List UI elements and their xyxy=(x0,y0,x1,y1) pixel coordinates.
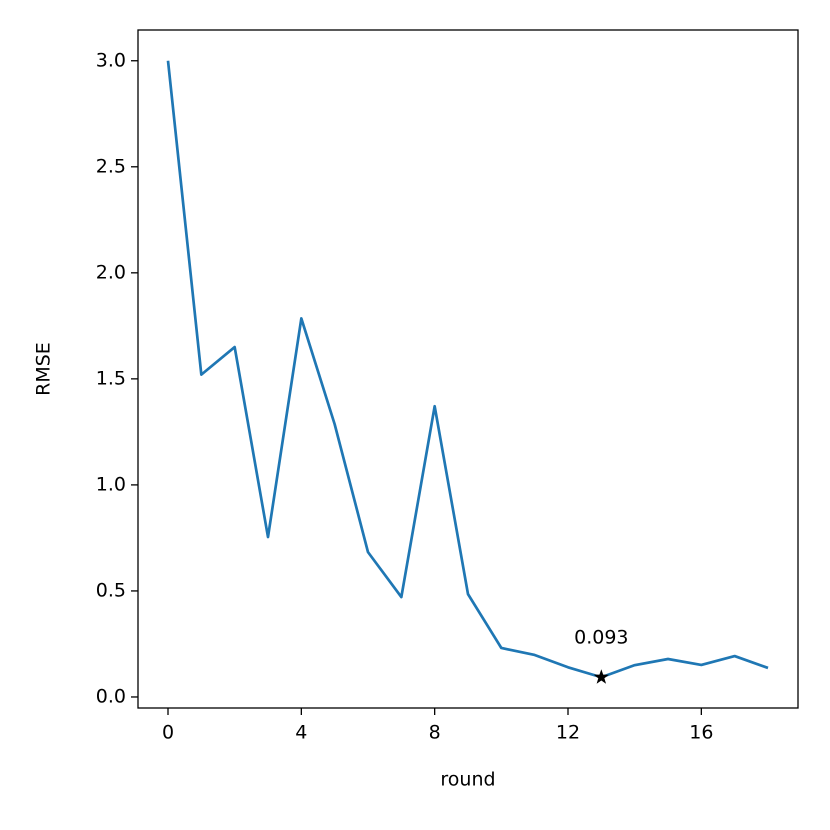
y-tick-label: 0.5 xyxy=(96,579,126,601)
x-tick-label: 16 xyxy=(689,722,713,744)
x-tick-label: 4 xyxy=(295,722,307,744)
y-tick-label: 2.5 xyxy=(96,155,126,177)
y-tick-label: 2.0 xyxy=(96,261,126,283)
x-tick-label: 12 xyxy=(556,722,580,744)
y-tick-label: 1.5 xyxy=(96,367,126,389)
annotation-label: 0.093 xyxy=(574,627,628,649)
x-tick-label: 8 xyxy=(429,722,441,744)
y-tick-label: 0.0 xyxy=(96,685,126,707)
y-axis-label: RMSE xyxy=(33,342,55,396)
y-tick-label: 1.0 xyxy=(96,473,126,495)
annotation-box xyxy=(559,619,644,656)
y-tick-label: 3.0 xyxy=(96,49,126,71)
best-marker xyxy=(593,669,609,684)
plot-frame xyxy=(137,29,799,709)
x-tick-label: 0 xyxy=(162,722,174,744)
x-axis-label: round xyxy=(440,769,495,791)
data-line xyxy=(166,60,769,679)
